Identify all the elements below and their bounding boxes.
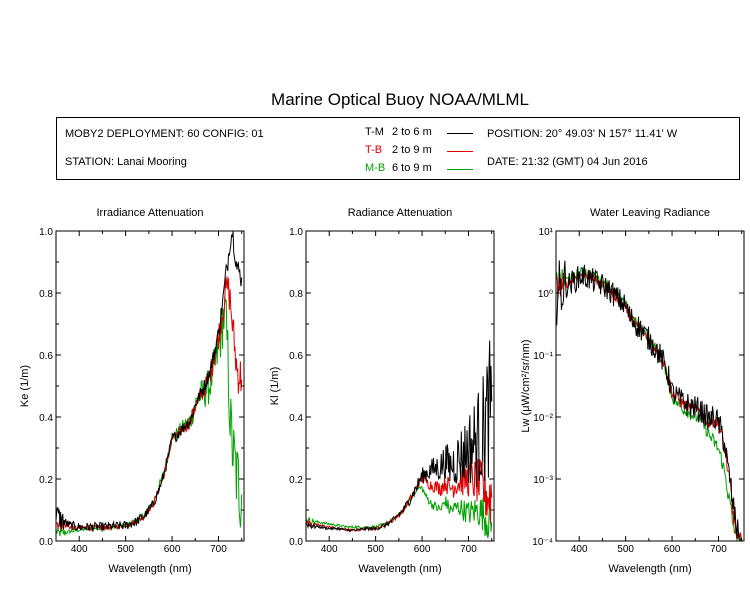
- x-tick-label: 500: [617, 544, 634, 555]
- legend-code-mb: M-B: [365, 162, 386, 174]
- series-line-m-b: [556, 266, 742, 541]
- y-axis-label: Ke (1/m): [19, 365, 31, 407]
- x-tick-label: 400: [321, 544, 338, 555]
- series-line-m-b: [56, 296, 243, 537]
- plot-frame: [55, 230, 245, 542]
- info-box: MOBY2 DEPLOYMENT: 60 CONFIG: 01 STATION:…: [56, 117, 740, 180]
- legend-range-tb: 2 to 9 m: [392, 144, 432, 156]
- chart-irradiance-attenuation: Irradiance Attenuation 400 500 600 700 0.0 0.2…: [19, 207, 245, 575]
- series-line-t-m: [556, 260, 743, 541]
- y-tick-label: 0.4: [39, 413, 53, 424]
- legend-range-mb: 6 to 9 m: [392, 162, 432, 174]
- position-text: POSITION: 20° 49.03' N 157° 11.41' W: [487, 128, 678, 140]
- y-axis-label: Kl (1/m): [269, 367, 281, 406]
- x-tick-label: 400: [571, 544, 588, 555]
- legend-line-mb: [447, 169, 473, 170]
- legend-code-tm: T-M: [365, 126, 384, 138]
- legend-line-tb: [447, 151, 473, 152]
- y-tick-label: 1.0: [39, 227, 53, 238]
- plot-frame: [305, 230, 495, 542]
- date-text: DATE: 21:32 (GMT) 04 Jun 2016: [487, 156, 648, 168]
- x-tick-label: 500: [117, 544, 134, 555]
- y-tick-label: 0.6: [39, 351, 53, 362]
- y-axis-label: Lw (μW/cm²/sr/nm): [520, 339, 532, 432]
- deployment-text: MOBY2 DEPLOYMENT: 60 CONFIG: 01: [65, 128, 264, 140]
- series-line-t-m: [306, 340, 493, 533]
- y-tick-label: 0.8: [289, 289, 303, 300]
- x-axis-label: Wavelength (nm): [108, 563, 191, 575]
- x-tick-label: 700: [210, 544, 227, 555]
- y-tick-label: 0.2: [289, 475, 303, 486]
- chart-title: Irradiance Attenuation: [96, 207, 203, 219]
- legend-range-tm: 2 to 6 m: [392, 126, 432, 138]
- x-tick-label: 600: [414, 544, 431, 555]
- y-tick-label: 10⁰: [538, 289, 553, 300]
- page-title: Marine Optical Buoy NOAA/MLML: [271, 90, 529, 109]
- y-tick-label: 0.4: [289, 413, 303, 424]
- series-line-t-b: [556, 268, 743, 541]
- y-tick-label: 1.0: [289, 227, 303, 238]
- y-tick-label: 10⁻³: [533, 475, 553, 486]
- plot-frame: [555, 230, 745, 542]
- series-line-t-b: [56, 276, 243, 532]
- y-tick-label: 10⁻⁴: [532, 537, 553, 548]
- y-tick-label: 10¹: [539, 227, 554, 238]
- x-tick-label: 600: [164, 544, 181, 555]
- chart-water-leaving-radiance: Water Leaving Radiance 400 500 600 700 10⁻⁴ 10…: [520, 207, 745, 575]
- x-tick-label: 500: [367, 544, 384, 555]
- series-line-m-b: [306, 486, 493, 539]
- y-tick-label: 0.8: [39, 289, 53, 300]
- chart-title: Water Leaving Radiance: [590, 207, 710, 219]
- y-tick-label: 10⁻²: [533, 413, 553, 424]
- y-tick-label: 0.6: [289, 351, 303, 362]
- y-tick-label: 0.0: [39, 537, 53, 548]
- x-axis-label: Wavelength (nm): [608, 563, 691, 575]
- y-tick-label: 10⁻¹: [533, 351, 553, 362]
- station-text: STATION: Lanai Mooring: [65, 156, 187, 168]
- x-tick-label: 600: [664, 544, 681, 555]
- chart-title: Radiance Attenuation: [348, 207, 453, 219]
- legend-code-tb: T-B: [365, 144, 383, 156]
- x-axis-label: Wavelength (nm): [358, 563, 441, 575]
- x-tick-label: 700: [710, 544, 727, 555]
- legend-line-tm: [447, 133, 473, 134]
- series-line-t-m: [56, 231, 243, 532]
- y-tick-label: 0.0: [289, 537, 303, 548]
- chart-radiance-attenuation: Radiance Attenuation 400 500 600 700 0.0 0.2 0.…: [269, 207, 495, 575]
- x-tick-label: 400: [71, 544, 88, 555]
- x-tick-label: 700: [460, 544, 477, 555]
- y-tick-label: 0.2: [39, 475, 53, 486]
